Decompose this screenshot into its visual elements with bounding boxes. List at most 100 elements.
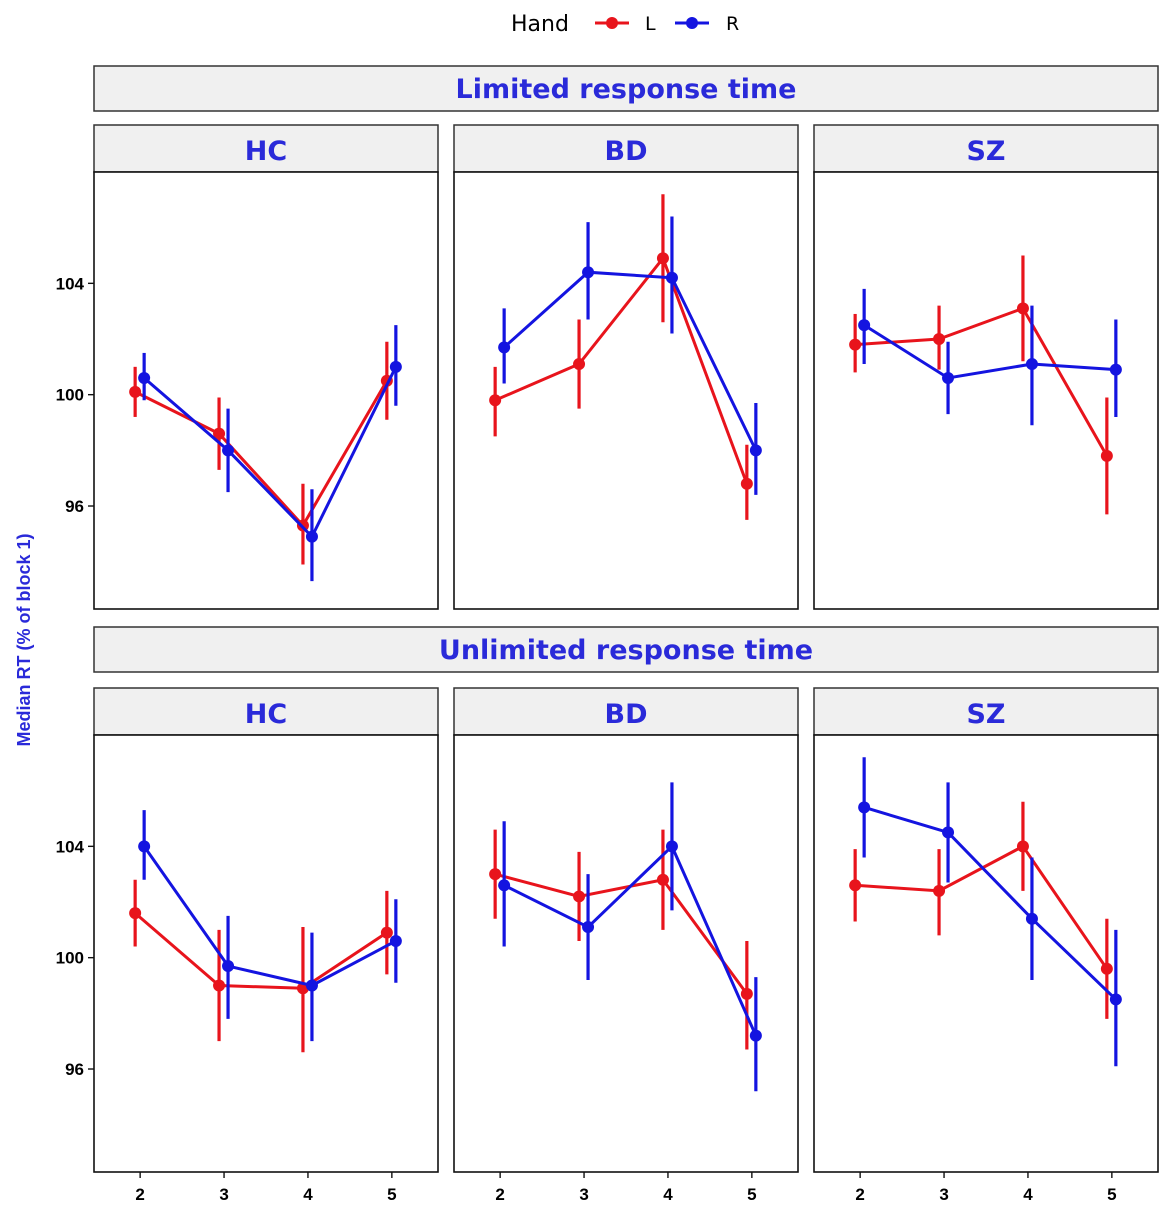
series-line	[494, 872, 749, 995]
series-line	[142, 845, 397, 988]
data-point	[213, 979, 226, 992]
data-point	[380, 926, 393, 939]
series-line	[143, 366, 398, 540]
y-tick-label: 104	[56, 274, 85, 293]
data-point	[1025, 358, 1038, 371]
data-point	[749, 444, 762, 457]
data-point	[1109, 363, 1122, 376]
panel-frame	[813, 171, 1159, 610]
y-axis-label: Median RT (% of block 1)	[14, 533, 34, 746]
data-point	[389, 360, 402, 373]
row-strip-limited-box	[93, 65, 1159, 112]
panel-0-1: BD	[453, 124, 799, 610]
y-tick-label: 100	[56, 386, 84, 405]
data-point	[1025, 912, 1038, 925]
data-point	[213, 427, 226, 440]
data-point	[740, 987, 753, 1000]
legend-label-l: L	[645, 13, 656, 35]
panel-strip	[453, 124, 799, 173]
data-point	[749, 1029, 762, 1042]
row-strip-unlimited-box	[93, 626, 1159, 673]
data-point	[489, 394, 502, 407]
series-line	[503, 270, 758, 451]
y-tick-label: 100	[56, 949, 84, 968]
legend-label-r: R	[726, 13, 739, 35]
series-R	[138, 810, 402, 1042]
data-point	[1109, 993, 1122, 1006]
row-strip-unlimited: Unlimited response time	[93, 626, 1159, 673]
panel-strip-title: BD	[605, 136, 648, 167]
data-point	[1016, 840, 1029, 853]
series-R	[858, 288, 1122, 426]
series-line	[855, 306, 1109, 457]
data-point	[222, 444, 235, 457]
legend-title: Hand	[511, 12, 569, 37]
x-tick-label: 3	[939, 1185, 948, 1204]
data-point	[665, 840, 678, 853]
data-point	[305, 530, 318, 543]
data-point	[849, 879, 862, 892]
panel-frame	[453, 171, 799, 610]
panels: HC 96 100 104 BD SZ HC 96 100 104 2 3 4 5 BD 2 3 4 5 SZ 2 3 4 5	[56, 124, 1159, 1204]
panel-strip	[93, 124, 439, 173]
data-point	[498, 879, 511, 892]
series-line	[855, 844, 1109, 970]
x-tick-label: 4	[1023, 1185, 1033, 1204]
panel-frame	[453, 734, 799, 1173]
data-point	[849, 338, 862, 351]
panel-1-2: SZ 2 3 4 5	[813, 687, 1159, 1204]
x-tick-label: 2	[855, 1185, 864, 1204]
data-point	[1016, 302, 1029, 315]
x-tick-label: 3	[579, 1185, 588, 1204]
y-tick-label: 104	[56, 837, 85, 856]
data-point	[656, 252, 669, 265]
data-point	[489, 868, 502, 881]
panel-strip	[813, 687, 1159, 736]
panel-strip	[453, 687, 799, 736]
panel-0-0: HC 96 100 104	[56, 124, 439, 610]
panel-strip-title: BD	[605, 699, 648, 730]
data-point	[582, 266, 595, 279]
x-tick-label: 3	[219, 1185, 228, 1204]
series-L	[849, 801, 1113, 1019]
data-point	[1100, 449, 1113, 462]
legend-marker-l	[606, 17, 618, 29]
x-tick-label: 4	[663, 1185, 673, 1204]
legend-marker-r	[686, 17, 698, 29]
data-point	[129, 907, 142, 920]
panel-strip-title: HC	[245, 136, 287, 167]
legend: Hand L R	[511, 12, 739, 37]
x-tick-label: 2	[495, 1185, 504, 1204]
series-line	[494, 255, 749, 485]
panel-1-0: HC 96 100 104 2 3 4 5	[56, 687, 439, 1204]
series-R	[138, 325, 402, 582]
series-R	[858, 757, 1122, 1067]
series-line	[863, 323, 1116, 380]
series-line	[503, 843, 758, 1037]
data-point	[129, 385, 142, 398]
x-tick-label: 2	[135, 1185, 144, 1204]
x-tick-label: 5	[387, 1185, 396, 1204]
panel-frame	[813, 734, 1159, 1173]
series-R	[498, 216, 762, 495]
data-point	[942, 826, 955, 839]
data-point	[222, 960, 235, 973]
panel-strip	[813, 124, 1159, 173]
data-point	[138, 840, 151, 853]
data-point	[665, 271, 678, 284]
x-tick-label: 4	[303, 1185, 313, 1204]
data-point	[582, 921, 595, 934]
data-point	[138, 371, 151, 384]
panel-frame	[93, 734, 439, 1173]
data-point	[1100, 962, 1113, 975]
data-point	[573, 358, 586, 371]
data-point	[933, 333, 946, 346]
data-point	[740, 477, 753, 490]
data-point	[858, 319, 871, 332]
series-R	[498, 782, 762, 1092]
data-point	[858, 801, 871, 814]
row-strip-unlimited-title: Unlimited response time	[439, 635, 813, 666]
panel-1-1: BD 2 3 4 5	[453, 687, 799, 1204]
data-point	[498, 341, 511, 354]
